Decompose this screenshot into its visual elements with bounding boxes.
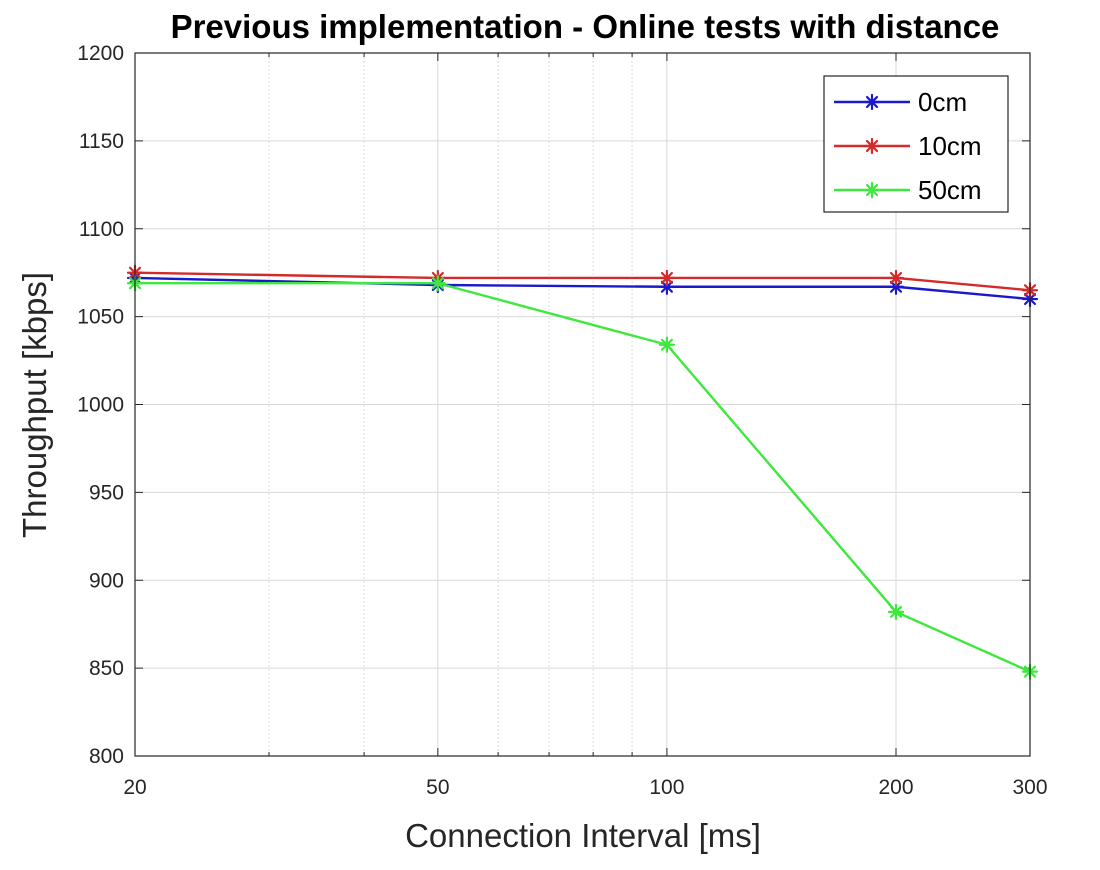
- legend-item: 0cm: [834, 87, 967, 117]
- legend-item: 50cm: [834, 175, 982, 205]
- data-point: [658, 269, 676, 287]
- legend-label: 10cm: [918, 131, 982, 161]
- legend-label: 0cm: [918, 87, 967, 117]
- data-point: [658, 336, 676, 353]
- y-tick-label: 1050: [77, 306, 124, 329]
- series-layer: [126, 264, 1039, 680]
- legend-marker: [863, 93, 881, 111]
- x-tick-label: 300: [1012, 776, 1047, 799]
- x-axis-label: Connection Interval [ms]: [405, 817, 761, 854]
- y-tick-label: 800: [89, 745, 124, 768]
- legend-item: 10cm: [834, 131, 982, 161]
- y-axis-label: Throughput [kbps]: [16, 272, 53, 538]
- x-tick-label: 100: [649, 776, 684, 799]
- chart-title: Previous implementation - Online tests w…: [171, 8, 1000, 45]
- legend-marker: [863, 137, 881, 155]
- y-tick-label: 1100: [79, 218, 124, 241]
- y-tick-label: 1150: [79, 130, 124, 153]
- y-tick-label: 1000: [77, 394, 124, 417]
- data-point: [429, 275, 446, 292]
- x-tick-label: 20: [123, 776, 146, 799]
- x-tick-label: 50: [426, 776, 449, 799]
- plot-frame: [134, 52, 1031, 757]
- x-tick-label: 200: [878, 776, 913, 799]
- data-point: [887, 603, 905, 620]
- y-tick-label: 850: [89, 657, 124, 680]
- axis-ticks: 20 50 100 200 300 800 850 900 950 1000 1050 1100 115…: [77, 42, 1047, 799]
- legend-marker: [863, 181, 881, 199]
- y-tick-label: 900: [89, 569, 124, 592]
- series-50cm: [126, 275, 1039, 680]
- legend-label: 50cm: [918, 175, 982, 205]
- y-tick-label: 1200: [77, 42, 124, 65]
- legend: 0cm 10cm 50cm: [823, 75, 1009, 213]
- y-tick-label: 950: [89, 481, 124, 504]
- data-point: [887, 269, 905, 287]
